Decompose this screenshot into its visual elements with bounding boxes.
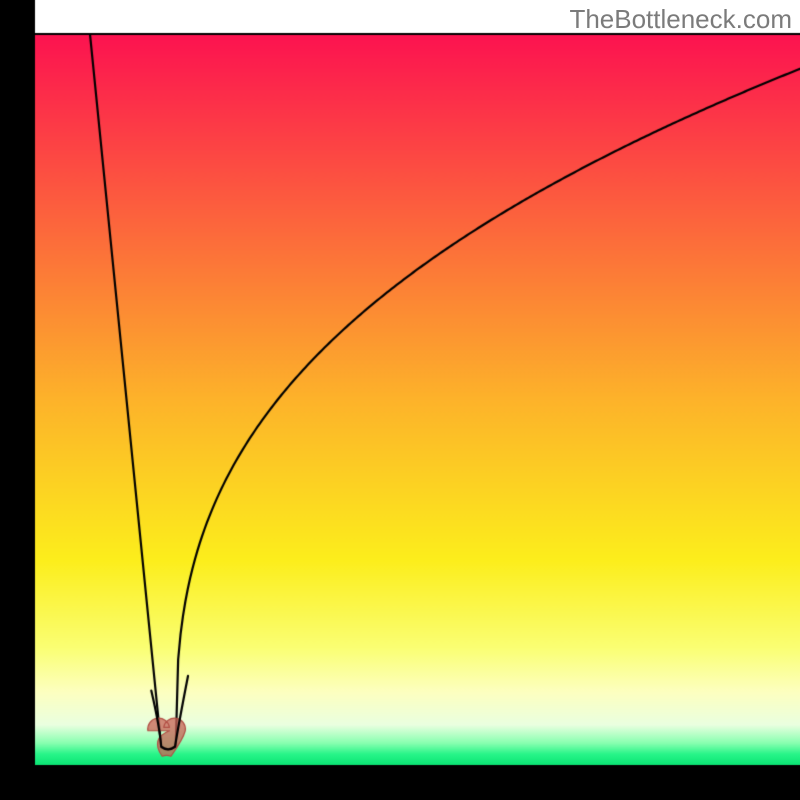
- chart-container: TheBottleneck.com: [0, 0, 800, 800]
- bottleneck-chart-canvas: [0, 0, 800, 800]
